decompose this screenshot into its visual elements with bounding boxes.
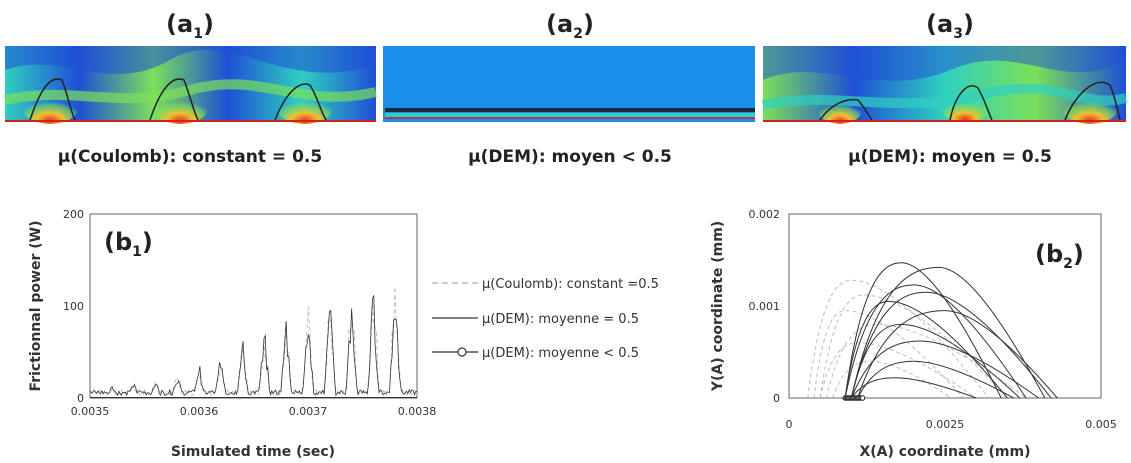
chart-b2-coulomb-trajectory — [807, 279, 990, 399]
panel-label-a2: (a2) — [546, 10, 594, 42]
panel-label-a3: (a3) — [926, 10, 974, 42]
chart-b1-y-tick: 0 — [77, 392, 84, 405]
chart-b1-series-group — [89, 286, 418, 399]
chart-b2-x-tick: 0.0025 — [926, 418, 965, 431]
chart-b2-series-group — [807, 262, 1058, 401]
chart-b2-dem-trajectory — [844, 262, 1002, 399]
chart-b2-dem-trajectory — [844, 284, 1027, 399]
chart-b2-dem-trajectory — [850, 340, 1039, 399]
chart-b2-dem-trajectory — [850, 323, 1021, 399]
legend-label-dem-equal: μ(DEM): moyenne = 0.5 — [482, 312, 639, 327]
chart-b2-y-tick: 0 — [773, 392, 780, 405]
chart-b1-frame — [89, 213, 418, 399]
chart-b1-y-tick: 200 — [63, 208, 84, 221]
simulation-image-a2 — [383, 46, 755, 122]
chart-b2-x-axis-title: X(A) coordinate (mm) — [859, 444, 1030, 460]
chart-b2-x-tick: 0.005 — [1085, 418, 1117, 431]
chart-trajectory: (b2) 0 0.0025 0.005 0 0.001 0.002 X(A) coordi… — [710, 208, 1117, 460]
simulation-image-a3 — [761, 46, 1128, 124]
legend-label-dem-less: μ(DEM): moyenne < 0.5 — [482, 346, 639, 361]
chart-b2-dem-trajectory — [850, 377, 977, 399]
chart-b1-x-tick: 0.0035 — [71, 405, 110, 418]
chart-legend: μ(Coulomb): constant =0.5 μ(DEM): moyenn… — [432, 277, 659, 361]
chart-b2-y-tick: 0.001 — [749, 300, 781, 313]
chart-b2-ticks: 0 0.0025 0.005 0 0.001 0.002 — [749, 208, 1117, 431]
chart-b2-dem-trajectory — [850, 266, 1046, 399]
chart-b2-coulomb-trajectory — [825, 323, 1027, 399]
chart-b2-y-tick: 0.002 — [749, 208, 781, 221]
chart-b2-frame — [788, 213, 1102, 399]
chart-frictional-power: (b1) 0.0035 0.0036 0.0037 0.0038 0 100 200 Sim… — [28, 208, 436, 460]
chart-b2-dem-less-point — [859, 395, 866, 401]
chart-b2-dem-trajectory — [857, 310, 1058, 399]
chart-b1-x-tick: 0.0038 — [398, 405, 437, 418]
caption-a1: μ(Coulomb): constant = 0.5 — [58, 147, 322, 167]
chart-b2-coulomb-trajectory — [832, 360, 952, 399]
chart-b1-y-axis-title: Frictionnal power (W) — [28, 221, 44, 392]
chart-b1-x-tick: 0.0036 — [180, 405, 219, 418]
legend-marker-dem-less — [457, 347, 467, 357]
chart-b2-dem-trajectory — [857, 360, 1014, 399]
chart-b1-series-dem-equal — [89, 295, 418, 397]
chart-b2-coulomb-trajectory — [813, 310, 965, 399]
caption-a2: μ(DEM): moyen < 0.5 — [468, 147, 672, 167]
legend-label-coulomb: μ(Coulomb): constant =0.5 — [482, 277, 659, 292]
chart-b2-panel-label: (b2) — [1035, 240, 1084, 272]
chart-b2-dem-trajectory — [844, 300, 1008, 399]
chart-b1-series-coulomb — [89, 286, 418, 397]
chart-b1-x-axis-title: Simulated time (sec) — [171, 444, 335, 460]
simulation-image-a1 — [3, 46, 378, 124]
chart-b2-y-axis-title: Y(A) coordinate (mm) — [710, 221, 726, 392]
chart-b1-x-tick: 0.0037 — [289, 405, 328, 418]
chart-b1-y-tick: 100 — [63, 300, 84, 313]
chart-b1-ticks: 0.0035 0.0036 0.0037 0.0038 0 100 200 — [63, 208, 436, 418]
panel-label-a1: (a1) — [166, 10, 214, 42]
chart-b2-x-tick: 0 — [786, 418, 793, 431]
caption-a3: μ(DEM): moyen = 0.5 — [848, 147, 1052, 167]
chart-b1-panel-label: (b1) — [104, 228, 153, 260]
chart-b2-dem-trajectory — [850, 291, 1052, 399]
